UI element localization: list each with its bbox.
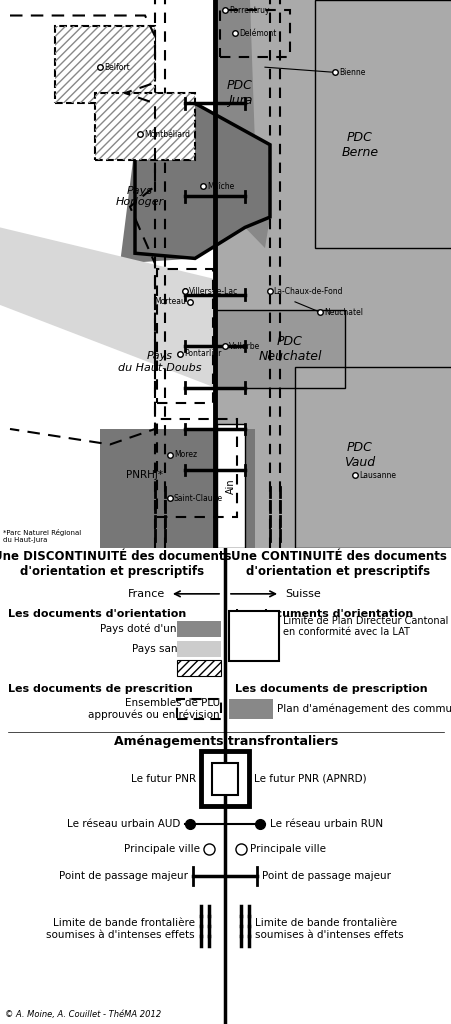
Bar bbox=[295, 367, 451, 548]
Bar bbox=[229, 611, 278, 660]
Text: PDC
Jura: PDC Jura bbox=[226, 79, 253, 108]
Bar bbox=[314, 0, 451, 248]
Text: Limite de bande frontalière
soumises à d'intenses effets: Limite de bande frontalière soumises à d… bbox=[46, 919, 194, 940]
Polygon shape bbox=[215, 310, 344, 388]
Text: *Parc Naturel Régional
du Haut-Jura: *Parc Naturel Régional du Haut-Jura bbox=[3, 528, 81, 543]
Text: Villers-le-Lac: Villers-le-Lac bbox=[189, 287, 238, 296]
Text: PDC
Berne: PDC Berne bbox=[341, 131, 378, 159]
Bar bbox=[314, 0, 451, 248]
Bar bbox=[55, 26, 155, 103]
Text: © A. Moine, A. Couillet - ThéMA 2012: © A. Moine, A. Couillet - ThéMA 2012 bbox=[5, 1010, 161, 1019]
Text: PNRHJ*: PNRHJ* bbox=[126, 470, 163, 480]
Text: Les documents d'orientation: Les documents d'orientation bbox=[235, 609, 412, 618]
Bar bbox=[220, 10, 290, 57]
Polygon shape bbox=[120, 103, 269, 263]
Bar bbox=[156, 268, 212, 403]
Bar bbox=[215, 0, 451, 548]
Text: Belfort: Belfort bbox=[104, 62, 129, 72]
Text: Les documents de prescrition: Les documents de prescrition bbox=[8, 684, 192, 694]
Text: Montbéliard: Montbéliard bbox=[144, 130, 189, 139]
Bar bbox=[95, 93, 194, 160]
Text: Ain: Ain bbox=[226, 478, 235, 494]
Bar bbox=[177, 621, 221, 637]
Text: Limite de Plan Directeur Cantonal (PDC)
en conformité avec la LAT: Limite de Plan Directeur Cantonal (PDC) … bbox=[282, 615, 451, 638]
Text: Le futur PNR: Le futur PNR bbox=[131, 774, 196, 784]
Text: Principale ville: Principale ville bbox=[249, 844, 325, 854]
Bar bbox=[177, 641, 221, 656]
Text: Morteau: Morteau bbox=[154, 297, 186, 306]
Bar bbox=[55, 26, 155, 103]
Text: Le réseau urbain RUN: Le réseau urbain RUN bbox=[269, 819, 382, 829]
Bar bbox=[201, 751, 249, 806]
Text: Le futur PNR (APNRD): Le futur PNR (APNRD) bbox=[253, 774, 366, 784]
Bar bbox=[156, 419, 236, 517]
Text: Point de passage majeur: Point de passage majeur bbox=[59, 871, 188, 881]
Bar bbox=[295, 367, 451, 548]
Text: Vallorbe: Vallorbe bbox=[229, 342, 260, 351]
Text: Pays sans charte: Pays sans charte bbox=[132, 644, 220, 654]
Bar bbox=[229, 699, 272, 719]
Text: La-Chaux-de-Fond: La-Chaux-de-Fond bbox=[272, 287, 342, 296]
Text: Pays doté d'une charte: Pays doté d'une charte bbox=[100, 624, 220, 634]
Text: Plan d'aménagement des communes: Plan d'aménagement des communes bbox=[276, 703, 451, 714]
Text: Delémont: Delémont bbox=[239, 29, 276, 38]
Text: Le réseau urbain AUD: Le réseau urbain AUD bbox=[66, 819, 179, 829]
Bar bbox=[177, 659, 221, 676]
Text: Limite de bande frontalière
soumises à d'intenses effets: Limite de bande frontalière soumises à d… bbox=[254, 919, 403, 940]
Text: Maîche: Maîche bbox=[207, 181, 234, 190]
Bar bbox=[215, 310, 344, 388]
Text: Une CONTINUITÉ des documents
d'orientation et prescriptifs: Une CONTINUITÉ des documents d'orientati… bbox=[230, 550, 446, 578]
Text: Pays
du Haut-Doubs: Pays du Haut-Doubs bbox=[118, 351, 201, 373]
Bar bbox=[0, 0, 215, 548]
Text: Saint-Claude: Saint-Claude bbox=[174, 494, 223, 503]
Text: Bienne: Bienne bbox=[338, 68, 364, 77]
Text: Pays
Horloger: Pays Horloger bbox=[115, 185, 164, 207]
Bar bbox=[216, 424, 244, 548]
Bar bbox=[212, 763, 238, 795]
Text: Les documents de prescription: Les documents de prescription bbox=[235, 684, 427, 694]
Text: SCOT: SCOT bbox=[191, 663, 220, 673]
Text: Point de passage majeur: Point de passage majeur bbox=[262, 871, 390, 881]
Text: PDC
Vaud: PDC Vaud bbox=[344, 440, 375, 469]
Text: Lausanne: Lausanne bbox=[358, 471, 395, 480]
Text: Ensembles de PLU
approuvés ou en révision: Ensembles de PLU approuvés ou en révisio… bbox=[88, 697, 220, 720]
Text: Porrentruy: Porrentruy bbox=[229, 6, 269, 14]
Bar bbox=[177, 699, 221, 719]
Text: Les documents d'orientation: Les documents d'orientation bbox=[8, 609, 186, 618]
Text: Aménagements transfrontaliers: Aménagements transfrontaliers bbox=[114, 735, 337, 748]
Text: France: France bbox=[128, 589, 165, 599]
Text: PDC
Neuchatel: PDC Neuchatel bbox=[258, 336, 321, 364]
Polygon shape bbox=[215, 0, 269, 248]
Text: Principale ville: Principale ville bbox=[124, 844, 199, 854]
Text: Suisse: Suisse bbox=[285, 589, 320, 599]
Text: Pontarlier: Pontarlier bbox=[184, 349, 221, 358]
Text: Une DISCONTINUITÉ des documents
d'orientation et prescriptifs: Une DISCONTINUITÉ des documents d'orient… bbox=[0, 550, 231, 578]
Text: Neuchatel: Neuchatel bbox=[323, 307, 362, 316]
Text: Morez: Morez bbox=[174, 451, 197, 460]
Bar bbox=[95, 93, 194, 160]
Polygon shape bbox=[0, 227, 215, 388]
Bar bbox=[100, 429, 254, 548]
